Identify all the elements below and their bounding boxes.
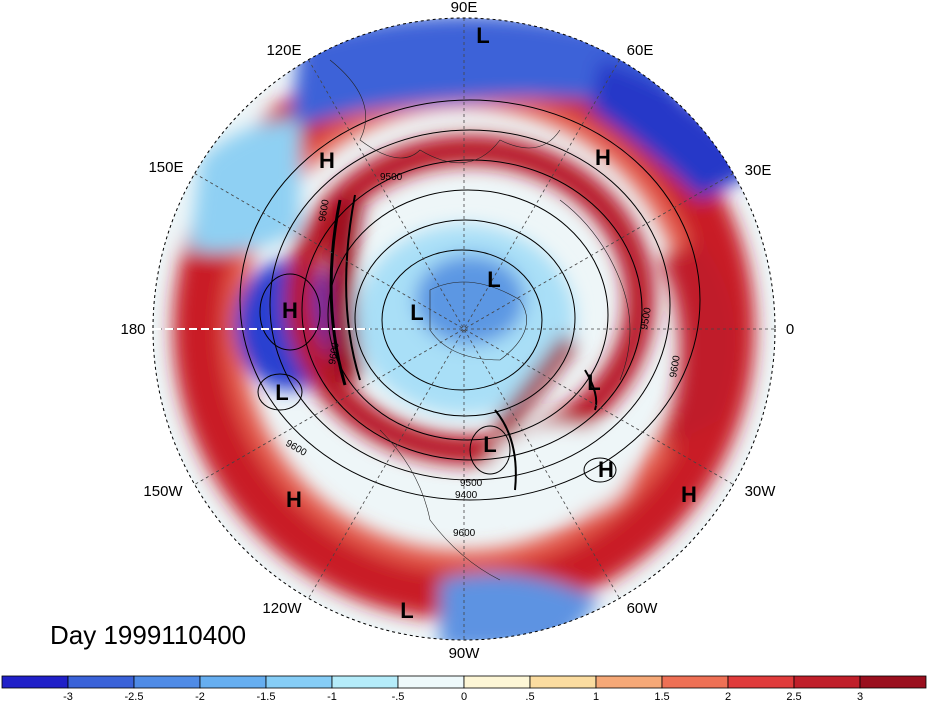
pressure-center-marker: H (595, 145, 611, 170)
colorbar-box (265, 675, 333, 689)
lon-label-120w: 120W (262, 600, 302, 617)
lon-label-120e: 120E (266, 42, 301, 59)
colorbar-box (595, 675, 663, 689)
pressure-center-marker: L (587, 370, 600, 395)
contour-label: 9600 (453, 528, 476, 539)
colorbar-tick-label: 1 (593, 691, 599, 702)
lon-label-0: 0 (786, 321, 794, 338)
pressure-center-marker: H (681, 482, 697, 507)
lon-label-150w: 150W (143, 483, 183, 500)
contour-labels: 9500 9600 9500 9600 9600 9600 9400 9500 … (284, 172, 683, 539)
colorbar-tick-label: -1 (327, 691, 337, 702)
map-title: Day 1999110400 (50, 620, 247, 650)
colorbar-box (397, 675, 465, 689)
lon-label-60e: 60E (627, 42, 654, 59)
lon-label-90w: 90W (449, 645, 481, 662)
colorbar-box (661, 675, 729, 689)
colorbar-tick-label: -3 (63, 691, 73, 702)
contour-label: 9600 (327, 341, 342, 365)
map-boundary (152, 17, 776, 641)
colorbar-box (727, 675, 795, 689)
colorbar-box (859, 675, 927, 689)
colorbar-box (133, 675, 201, 689)
pressure-center-marker: H (598, 457, 614, 482)
lon-label-90e: 90E (451, 0, 478, 16)
colorbar-tick-label: 0 (461, 691, 467, 702)
colorbar: -3 -2.5 -2 -1.5 -1 -.5 0 .5 1 1.5 2 2.5 3 (1, 675, 927, 702)
geopotential-contours (239, 99, 701, 501)
colorbar-tick-label: 3 (857, 691, 863, 702)
colorbar-box (199, 675, 267, 689)
pressure-center-marker: L (487, 267, 500, 292)
colorbar-tick-label: -.5 (392, 691, 405, 702)
colorbar-box (529, 675, 597, 689)
colorbar-tick-label: .5 (525, 691, 534, 702)
contour-label: 9500 (460, 478, 483, 489)
contour-label: 9400 (455, 490, 478, 501)
pressure-center-marker: L (275, 380, 288, 405)
colorbar-box (1, 675, 69, 689)
pressure-center-marker: L (400, 598, 413, 623)
lon-label-30w: 30W (745, 483, 777, 500)
colorbar-box (463, 675, 531, 689)
lon-label-150e: 150E (148, 159, 183, 176)
contour-label: 9500 (380, 172, 403, 183)
colorbar-tick-label: 1.5 (654, 691, 669, 702)
contour-label: 9600 (668, 354, 683, 378)
colorbar-box (793, 675, 861, 689)
colorbar-box (67, 675, 135, 689)
colorbar-tick-label: -2.5 (125, 691, 144, 702)
pressure-center-marker: L (410, 300, 423, 325)
coastlines (329, 59, 631, 581)
pressure-center-marker: L (483, 432, 496, 457)
colorbar-tick-label: -2 (195, 691, 205, 702)
colorbar-boxes (1, 675, 927, 689)
contour-label: 9600 (317, 198, 332, 222)
longitude-labels: 90E 60E 30E 0 30W 60W 90W 120W 150W 180 … (120, 0, 794, 662)
colorbar-tick-label: 2 (725, 691, 731, 702)
colorbar-box (331, 675, 399, 689)
contour-label: 9500 (639, 306, 654, 330)
pressure-center-marker: H (286, 487, 302, 512)
lon-label-180: 180 (120, 321, 145, 338)
colorbar-ticks: -3 -2.5 -2 -1.5 -1 -.5 0 .5 1 1.5 2 2.5 3 (63, 691, 863, 702)
pressure-center-marker: H (282, 298, 298, 323)
lon-label-30e: 30E (745, 162, 772, 179)
colorbar-tick-label: -1.5 (257, 691, 276, 702)
colorbar-tick-label: 2.5 (786, 691, 801, 702)
pressure-center-marker: L (476, 23, 489, 48)
pressure-center-marker: H (319, 148, 335, 173)
lon-label-60w: 60W (627, 600, 659, 617)
pressure-centers: L H H H L L L L L H H H L L (275, 23, 697, 623)
